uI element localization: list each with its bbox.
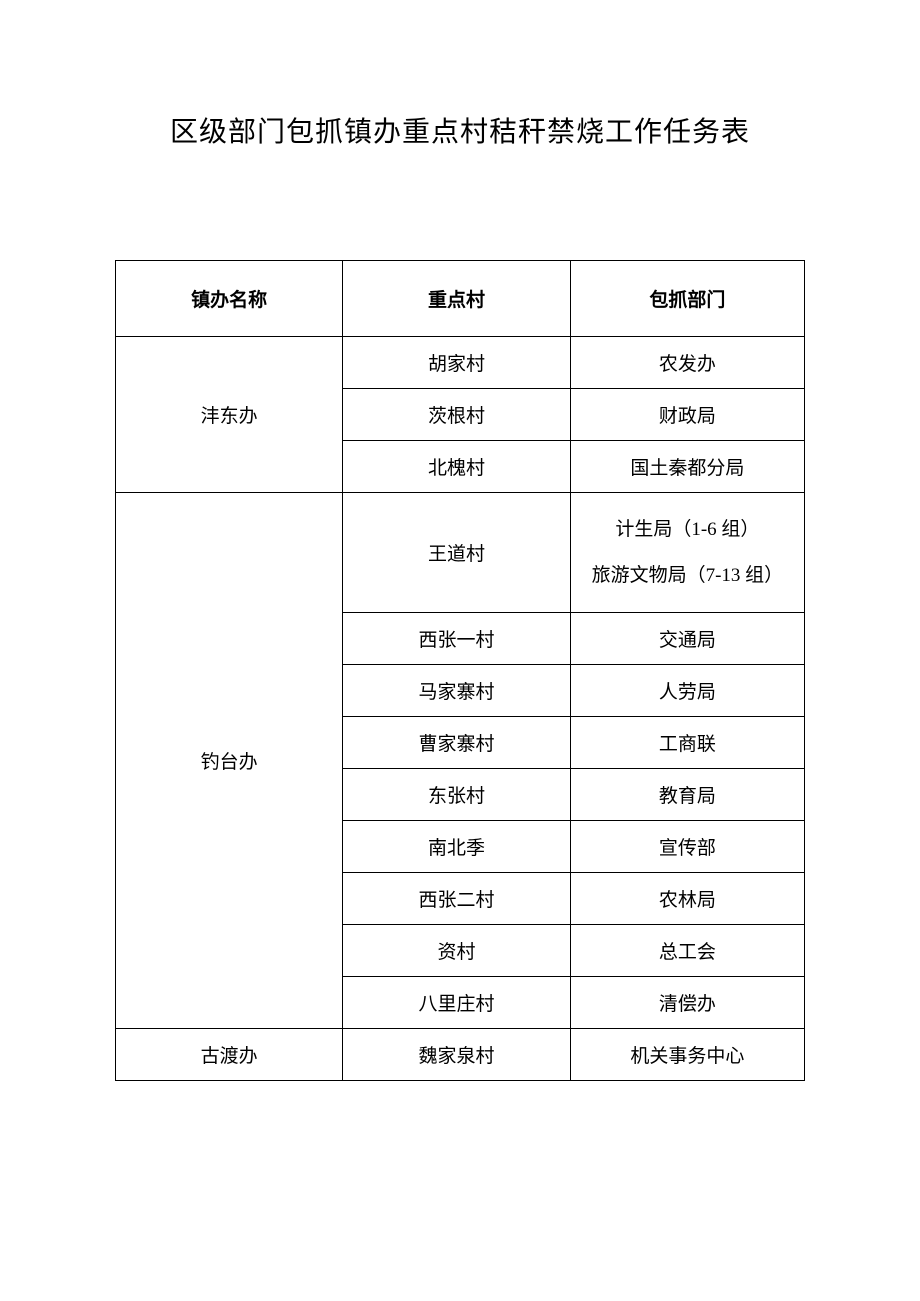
dept-cell: 财政局: [570, 389, 804, 441]
dept-cell: 人劳局: [570, 665, 804, 717]
village-cell: 资村: [343, 925, 570, 977]
village-cell: 北槐村: [343, 441, 570, 493]
header-village: 重点村: [343, 261, 570, 337]
village-cell: 胡家村: [343, 337, 570, 389]
table-row: 古渡办 魏家泉村 机关事务中心: [116, 1029, 805, 1081]
table-row: 钓台办 王道村 计生局（1-6 组） 旅游文物局（7-13 组）: [116, 493, 805, 613]
table-row: 沣东办 胡家村 农发办: [116, 337, 805, 389]
village-cell: 王道村: [343, 493, 570, 613]
dept-cell: 农发办: [570, 337, 804, 389]
village-cell: 茨根村: [343, 389, 570, 441]
dept-cell: 教育局: [570, 769, 804, 821]
table-header-row: 镇办名称 重点村 包抓部门: [116, 261, 805, 337]
dept-cell: 清偿办: [570, 977, 804, 1029]
dept-line-2: 旅游文物局（7-13 组）: [571, 553, 804, 599]
dept-cell: 国土秦都分局: [570, 441, 804, 493]
dept-cell: 机关事务中心: [570, 1029, 804, 1081]
dept-cell: 计生局（1-6 组） 旅游文物局（7-13 组）: [570, 493, 804, 613]
town-cell: 古渡办: [116, 1029, 343, 1081]
town-cell: 钓台办: [116, 493, 343, 1029]
dept-cell: 交通局: [570, 613, 804, 665]
town-cell: 沣东办: [116, 337, 343, 493]
dept-cell: 宣传部: [570, 821, 804, 873]
dept-line-1: 计生局（1-6 组）: [571, 507, 804, 553]
village-cell: 西张一村: [343, 613, 570, 665]
dept-cell: 总工会: [570, 925, 804, 977]
task-table: 镇办名称 重点村 包抓部门 沣东办 胡家村 农发办 茨根村 财政局 北槐村 国土…: [115, 260, 805, 1081]
header-town: 镇办名称: [116, 261, 343, 337]
village-cell: 魏家泉村: [343, 1029, 570, 1081]
page-title: 区级部门包抓镇办重点村秸秆禁烧工作任务表: [115, 110, 805, 150]
village-cell: 马家寨村: [343, 665, 570, 717]
village-cell: 南北季: [343, 821, 570, 873]
header-dept: 包抓部门: [570, 261, 804, 337]
village-cell: 西张二村: [343, 873, 570, 925]
dept-cell: 农林局: [570, 873, 804, 925]
village-cell: 曹家寨村: [343, 717, 570, 769]
village-cell: 八里庄村: [343, 977, 570, 1029]
dept-cell: 工商联: [570, 717, 804, 769]
village-cell: 东张村: [343, 769, 570, 821]
